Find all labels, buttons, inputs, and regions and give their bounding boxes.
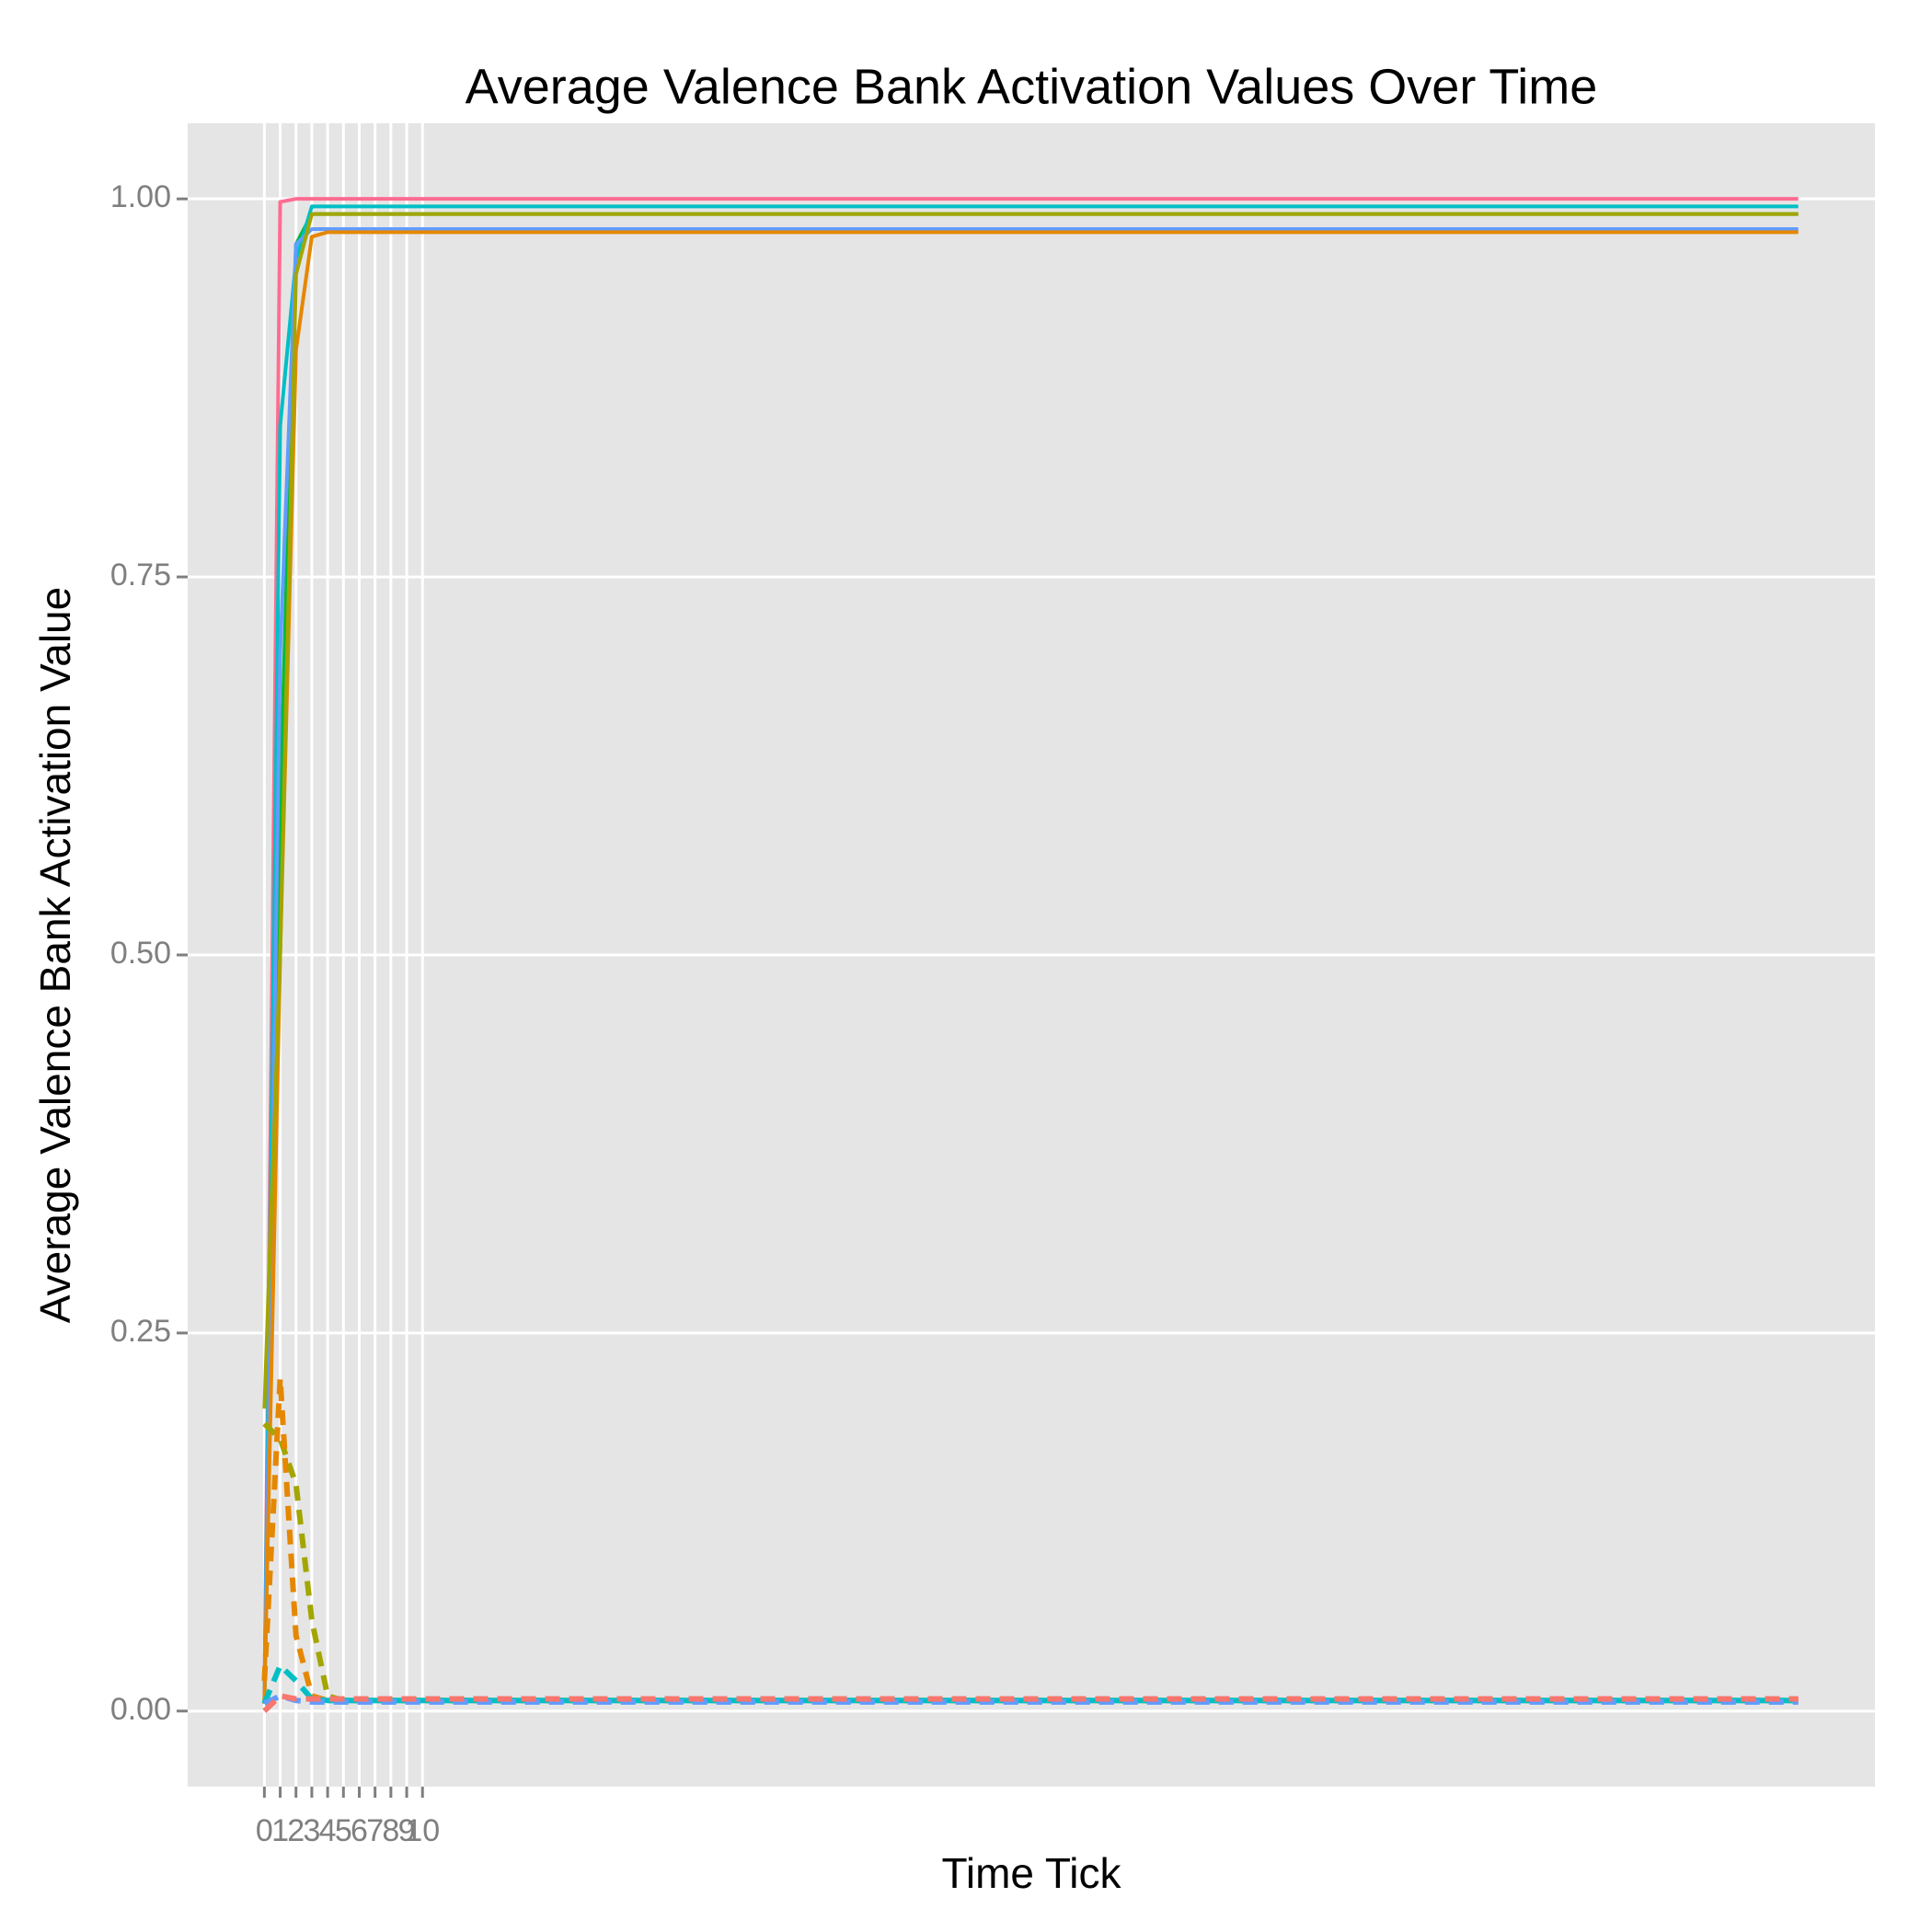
x-tick-label: 7 [366,1813,384,1848]
x-tick-label: 4 [319,1813,337,1848]
x-axis-label: Time Tick [941,1849,1121,1897]
x-tick-label: 3 [303,1813,320,1848]
x-tick-label: 10 [405,1813,440,1848]
y-tick-label: 0.00 [110,1692,171,1727]
y-tick-label: 1.00 [110,179,171,214]
y-tick-label: 0.50 [110,936,171,971]
series-line [262,212,1799,1409]
y-axis-label: Average Valence Bank Activation Value [31,587,79,1323]
x-tick-label: 1 [271,1813,289,1848]
x-tick-label: 5 [335,1813,352,1848]
x-tick-label: 9 [398,1813,416,1848]
series-line [262,197,1799,1704]
series-line [261,1662,1799,1705]
chart-title: Average Valence Bank Activation Values O… [466,59,1598,114]
x-tick-label: 0 [256,1813,273,1848]
x-tick-label: 2 [287,1813,305,1848]
y-tick-label: 0.25 [110,1314,171,1349]
x-tick-label: 8 [382,1813,399,1848]
series-line [262,1693,1799,1713]
x-tick-label: 6 [351,1813,368,1848]
y-tick-label: 0.75 [110,558,171,592]
